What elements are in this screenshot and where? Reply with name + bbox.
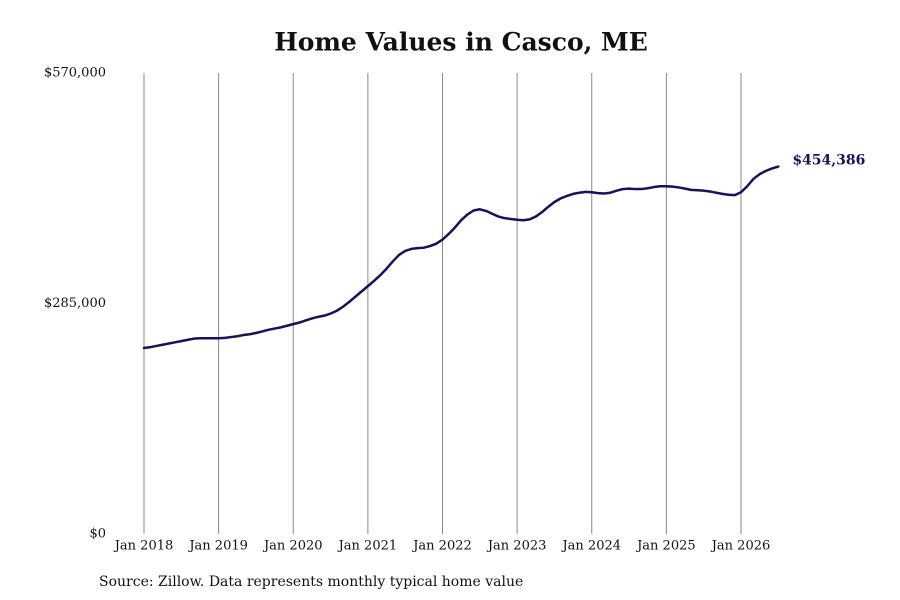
y-tick-label: $570,000: [44, 66, 106, 81]
end-value-label: $454,386: [792, 153, 865, 169]
x-tick-label: Jan 2018: [113, 539, 174, 554]
x-tick-label: Jan 2024: [560, 539, 621, 554]
x-tick-label: Jan 2022: [411, 539, 472, 554]
x-tick-label: Jan 2019: [187, 539, 248, 554]
source-note: Source: Zillow. Data represents monthly …: [99, 574, 523, 590]
chart-title: Home Values in Casco, ME: [274, 28, 648, 57]
x-tick-label: Jan 2020: [262, 539, 323, 554]
y-tick-label: $0: [89, 527, 106, 542]
x-tick-label: Jan 2021: [337, 539, 398, 554]
data-line: [142, 165, 780, 350]
y-tick-label: $285,000: [44, 296, 106, 311]
x-tick-label: Jan 2023: [486, 539, 547, 554]
x-tick-label: Jan 2025: [635, 539, 696, 554]
x-tick-label: Jan 2026: [710, 539, 771, 554]
